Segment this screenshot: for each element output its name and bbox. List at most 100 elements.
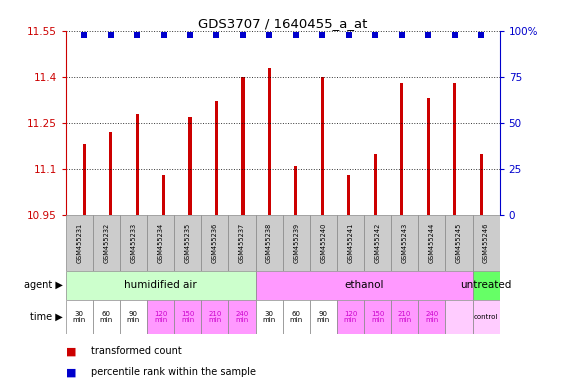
Point [79, 32, 89, 38]
Bar [147, 215, 174, 271]
Bar [364, 300, 391, 334]
Text: ethanol: ethanol [344, 280, 384, 290]
Bar [162, 175, 165, 215]
Bar [255, 300, 283, 334]
Text: GSM455241: GSM455241 [347, 223, 353, 263]
Text: GSM455235: GSM455235 [184, 223, 191, 263]
Text: 240
min: 240 min [235, 311, 248, 323]
Text: 120
min: 120 min [344, 311, 357, 323]
Text: 60
min: 60 min [289, 311, 303, 323]
Text: 210
min: 210 min [208, 311, 222, 323]
Bar [337, 300, 364, 334]
Bar [427, 98, 430, 215]
Point [212, 32, 221, 38]
Point [397, 32, 407, 38]
Bar [418, 300, 445, 334]
Text: GSM455233: GSM455233 [130, 223, 136, 263]
Text: GSM455245: GSM455245 [456, 223, 462, 263]
Point [318, 32, 327, 38]
Text: GSM455234: GSM455234 [158, 223, 164, 263]
Point [132, 32, 142, 38]
Text: percentile rank within the sample: percentile rank within the sample [91, 367, 256, 377]
Bar [215, 101, 218, 215]
Bar [120, 300, 147, 334]
Bar [309, 215, 337, 271]
Text: GSM455240: GSM455240 [320, 223, 327, 263]
Text: time ▶: time ▶ [30, 312, 63, 322]
Text: GSM455231: GSM455231 [76, 223, 82, 263]
Bar [480, 154, 482, 215]
Bar [391, 300, 418, 334]
Bar [453, 83, 456, 215]
Text: GSM455242: GSM455242 [375, 223, 381, 263]
Bar [321, 77, 324, 215]
Bar [400, 83, 403, 215]
Bar [473, 271, 500, 300]
Text: GSM455237: GSM455237 [239, 223, 245, 263]
Text: 60
min: 60 min [100, 311, 113, 323]
Text: GSM455243: GSM455243 [401, 223, 408, 263]
Point [291, 32, 300, 38]
Bar [373, 154, 377, 215]
Bar [391, 215, 418, 271]
Text: GSM455238: GSM455238 [266, 223, 272, 263]
Bar [201, 300, 228, 334]
Text: transformed count: transformed count [91, 346, 182, 356]
Bar [147, 300, 174, 334]
Text: GSM455232: GSM455232 [103, 223, 110, 263]
Text: GSM455236: GSM455236 [212, 223, 218, 263]
Bar [66, 271, 255, 300]
Bar [294, 166, 297, 215]
Bar [268, 68, 271, 215]
Bar [174, 215, 202, 271]
Bar [242, 77, 244, 215]
Bar [120, 215, 147, 271]
Bar [473, 300, 500, 334]
Bar [201, 215, 228, 271]
Text: 150
min: 150 min [371, 311, 384, 323]
Bar [283, 300, 309, 334]
Bar [255, 215, 283, 271]
Point [477, 32, 486, 38]
Point [424, 32, 433, 38]
Text: GSM455239: GSM455239 [293, 223, 299, 263]
Text: 150
min: 150 min [181, 311, 194, 323]
Point [106, 32, 115, 38]
Text: GSM455244: GSM455244 [429, 223, 435, 263]
Bar [109, 132, 112, 215]
Text: 90
min: 90 min [317, 311, 330, 323]
Point [344, 32, 353, 38]
Text: 240
min: 240 min [425, 311, 439, 323]
Bar [347, 175, 351, 215]
Bar [418, 215, 445, 271]
Bar [66, 215, 93, 271]
Bar [135, 114, 139, 215]
Bar [93, 300, 120, 334]
Bar [93, 215, 120, 271]
Bar [283, 215, 309, 271]
Text: 120
min: 120 min [154, 311, 167, 323]
Bar [228, 300, 255, 334]
Bar [309, 300, 337, 334]
Point [159, 32, 168, 38]
Point [238, 32, 247, 38]
Text: ■: ■ [66, 346, 76, 356]
Bar [445, 300, 473, 334]
Bar [83, 144, 86, 215]
Bar [66, 300, 93, 334]
Text: humidified air: humidified air [124, 280, 197, 290]
Text: agent ▶: agent ▶ [24, 280, 63, 290]
Bar [228, 215, 255, 271]
Text: 30
min: 30 min [263, 311, 276, 323]
Bar [473, 215, 500, 271]
Bar [188, 117, 192, 215]
Title: GDS3707 / 1640455_a_at: GDS3707 / 1640455_a_at [198, 17, 367, 30]
Text: ■: ■ [66, 367, 76, 377]
Bar [255, 271, 472, 300]
Bar [445, 215, 473, 271]
Bar [337, 215, 364, 271]
Text: 30
min: 30 min [73, 311, 86, 323]
Text: untreated: untreated [460, 280, 512, 290]
Text: 90
min: 90 min [127, 311, 140, 323]
Text: GSM455246: GSM455246 [483, 223, 489, 263]
